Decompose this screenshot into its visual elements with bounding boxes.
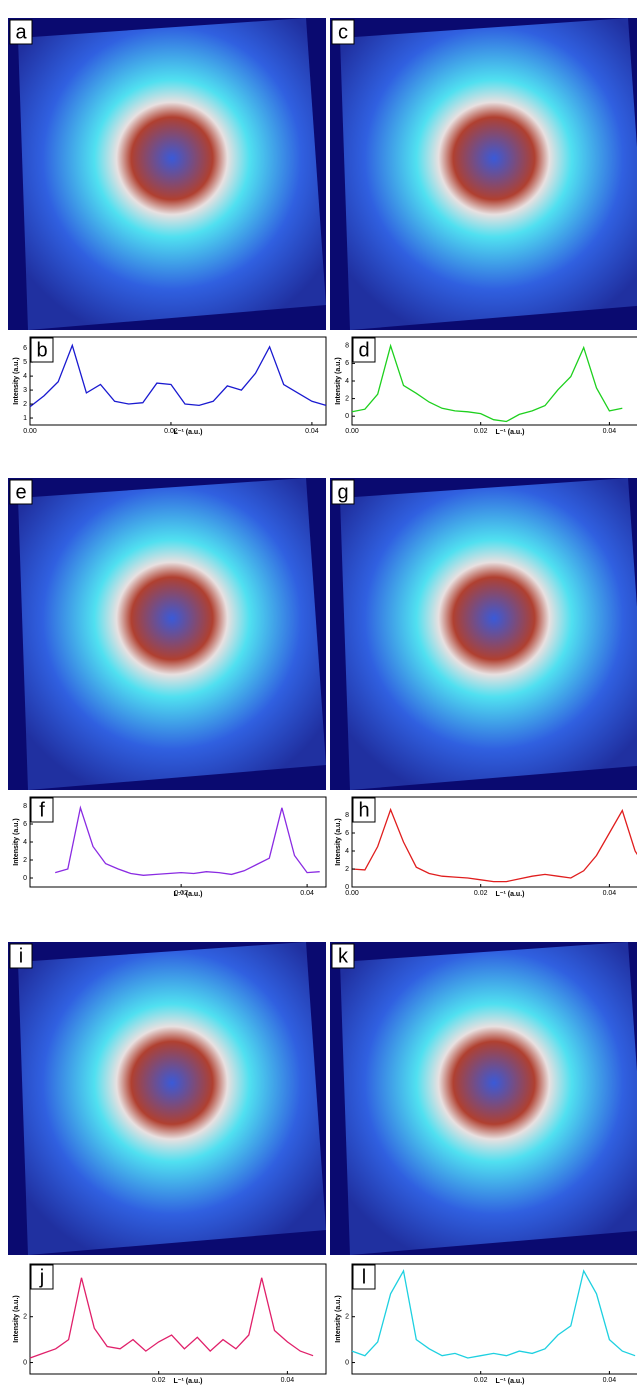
y-axis-label: Intensity (a.u.) [335,357,342,404]
y-axis-label: Intensity (a.u.) [335,1295,342,1342]
data-line [29,343,327,408]
panel-label-box [331,19,355,45]
surface-image [18,478,326,790]
panel-label: k [338,945,349,967]
y-tick-label: 4 [23,373,27,380]
surface-image [18,942,326,1255]
y-tick-label: 8 [345,812,349,819]
plot-frame [351,1263,637,1375]
panel-label: i [19,945,23,967]
x-tick-label: 0.02 [474,890,488,897]
panel-label-box [9,19,33,45]
plot-frame [351,796,637,888]
y-tick-label: 2 [345,866,349,873]
y-axis-label: Intensity (a.u.) [13,818,20,865]
y-axis-label: Intensity (a.u.) [13,1295,20,1342]
y-axis-label: Intensity (a.u.) [335,818,342,865]
data-line [351,807,637,883]
y-tick-label: 3 [23,387,27,394]
x-tick-label: 0.02 [474,1377,488,1384]
panel-label: g [337,481,348,503]
plot-frame [29,336,327,426]
y-tick-label: 6 [23,345,27,352]
x-tick-label: 0.04 [305,428,319,435]
x-tick-label: 0.02 [164,428,178,435]
surface-image [340,478,637,790]
x-axis-label: L⁻¹ (a.u.) [496,1378,525,1385]
y-tick-label: 4 [345,848,349,855]
y-tick-label: 1 [23,415,27,422]
panel-label: c [338,21,348,43]
x-axis-label: L⁻¹ (a.u.) [496,891,525,898]
panel-label-box [331,943,355,969]
y-tick-label: 0 [23,875,27,882]
surface-image [340,942,637,1255]
plot-frame [351,336,637,426]
panel-label: d [358,339,369,361]
data-line [29,1277,314,1359]
x-tick-label: 0.04 [300,890,314,897]
y-tick-label: 2 [23,401,27,408]
y-tick-label: 2 [345,1314,349,1321]
panel-label-box [9,479,33,505]
panel-label-box [9,943,33,969]
y-tick-label: 5 [23,359,27,366]
x-tick-label: 0.00 [23,428,37,435]
y-tick-label: 2 [23,1314,27,1321]
y-axis-label: Intensity (a.u.) [13,357,20,404]
surface-image [18,18,326,330]
y-tick-label: 6 [23,821,27,828]
x-tick-label: 0.00 [345,890,359,897]
plot-frame [29,1263,327,1375]
x-tick-label: 0.00 [345,428,359,435]
x-tick-label: 0.02 [152,1377,166,1384]
panel-label: f [39,799,45,821]
x-axis-label: L⁻¹ (a.u.) [496,429,525,436]
y-tick-label: 8 [23,803,27,810]
x-tick-label: 0.04 [603,428,617,435]
x-axis-label: L⁻¹ (a.u.) [174,429,203,436]
panel-label-box [30,337,54,363]
x-tick-label: 0.04 [603,890,617,897]
panel-label-box [30,797,54,823]
panel-label-box [352,1264,376,1290]
y-tick-label: 2 [23,857,27,864]
x-tick-label: 0.02 [474,428,488,435]
surface-image [340,18,637,330]
panel-label-box [352,337,376,363]
panel-label: e [15,481,26,503]
y-tick-label: 6 [345,360,349,367]
x-tick-label: 0.04 [281,1377,295,1384]
panel-label-box [352,797,376,823]
data-line [55,805,320,876]
y-tick-label: 0 [345,413,349,420]
y-tick-label: 4 [23,839,27,846]
panel-label: b [36,339,47,361]
data-line [351,1269,636,1359]
y-tick-label: 0 [345,1359,349,1366]
panel-label: j [39,1266,44,1288]
y-tick-label: 8 [345,343,349,350]
panel-label-box [30,1264,54,1290]
x-axis-label: L⁻¹ (a.u.) [174,1378,203,1385]
panel-label: l [362,1266,366,1288]
x-tick-label: 0.02 [174,890,188,897]
x-axis-label: L⁻¹ (a.u.) [174,891,203,898]
y-tick-label: 4 [345,378,349,385]
panel-label: a [15,21,27,43]
data-line [351,343,623,423]
panel-label-box [331,479,355,505]
panel-label: h [358,799,369,821]
y-tick-label: 0 [345,884,349,891]
y-tick-label: 0 [23,1359,27,1366]
y-tick-label: 6 [345,830,349,837]
y-tick-label: 2 [345,395,349,402]
x-tick-label: 0.04 [603,1377,617,1384]
